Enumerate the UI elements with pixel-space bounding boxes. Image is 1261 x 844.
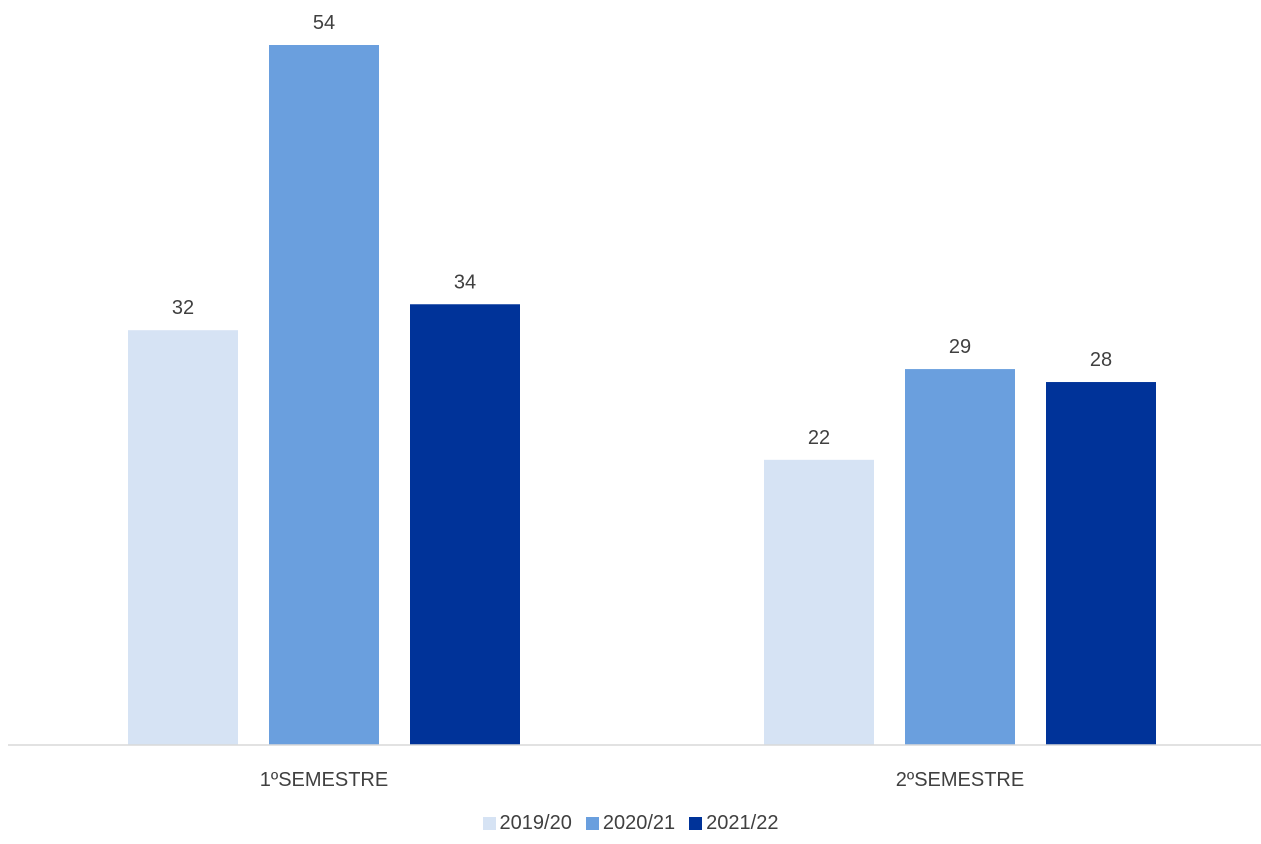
data-label-2019-20-1: 32 — [172, 297, 194, 319]
bars-group — [128, 45, 1156, 745]
legend-label: 2021/22 — [706, 812, 779, 834]
data-label-2019-20-2: 22 — [808, 427, 830, 449]
legend: 2019/20 2020/21 2021/22 — [0, 812, 1261, 835]
bar-2019-20-1 — [128, 330, 238, 745]
data-label-2021-22-2: 28 — [1090, 349, 1112, 371]
bar-2021-22-1 — [410, 304, 520, 745]
legend-item-2021-22: 2021/22 — [689, 812, 778, 835]
data-label-2021-22-1: 34 — [454, 271, 476, 293]
data-label-2020-21-1: 54 — [313, 12, 335, 34]
legend-swatch — [482, 817, 496, 830]
legend-item-2020-21: 2020/21 — [585, 812, 676, 835]
bar-chart: 32 54 34 22 29 28 1ºSEMESTRE 2ºSEMESTRE — [8, 12, 1261, 791]
legend-label: 2020/21 — [602, 812, 676, 834]
data-labels-group: 32 54 34 22 29 28 — [172, 12, 1112, 449]
bar-2021-22-2 — [1046, 382, 1156, 745]
category-label-2: 2ºSEMESTRE — [896, 769, 1024, 791]
bar-2019-20-2 — [764, 459, 874, 745]
bar-2020-21-1 — [269, 45, 379, 745]
category-labels-group: 1ºSEMESTRE 2ºSEMESTRE — [260, 769, 1024, 791]
legend-swatch — [689, 817, 703, 830]
category-label-1: 1ºSEMESTRE — [260, 769, 388, 791]
data-label-2020-21-2: 29 — [949, 336, 971, 358]
legend-label: 2019/20 — [499, 812, 572, 834]
bar-2020-21-2 — [905, 369, 1015, 745]
legend-swatch — [585, 817, 599, 830]
legend-item-2019-20: 2019/20 — [482, 812, 572, 835]
